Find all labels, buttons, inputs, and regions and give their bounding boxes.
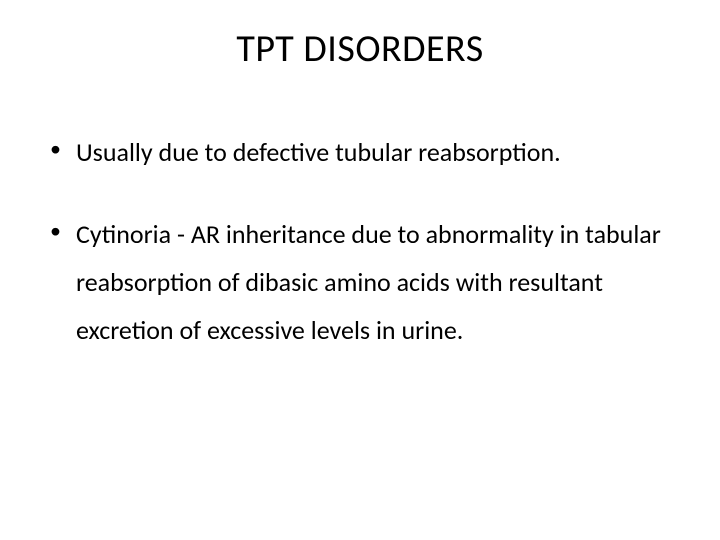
bullet-list: Usually due to defective tubular reabsor… [40,128,680,388]
list-item: Usually due to defective tubular reabsor… [50,128,680,176]
list-item: Cytinoria - AR inheritance due to abnorm… [50,210,680,354]
slide-title: TPT DISORDERS [40,26,680,72]
slide: TPT DISORDERS Usually due to defective t… [0,0,720,540]
